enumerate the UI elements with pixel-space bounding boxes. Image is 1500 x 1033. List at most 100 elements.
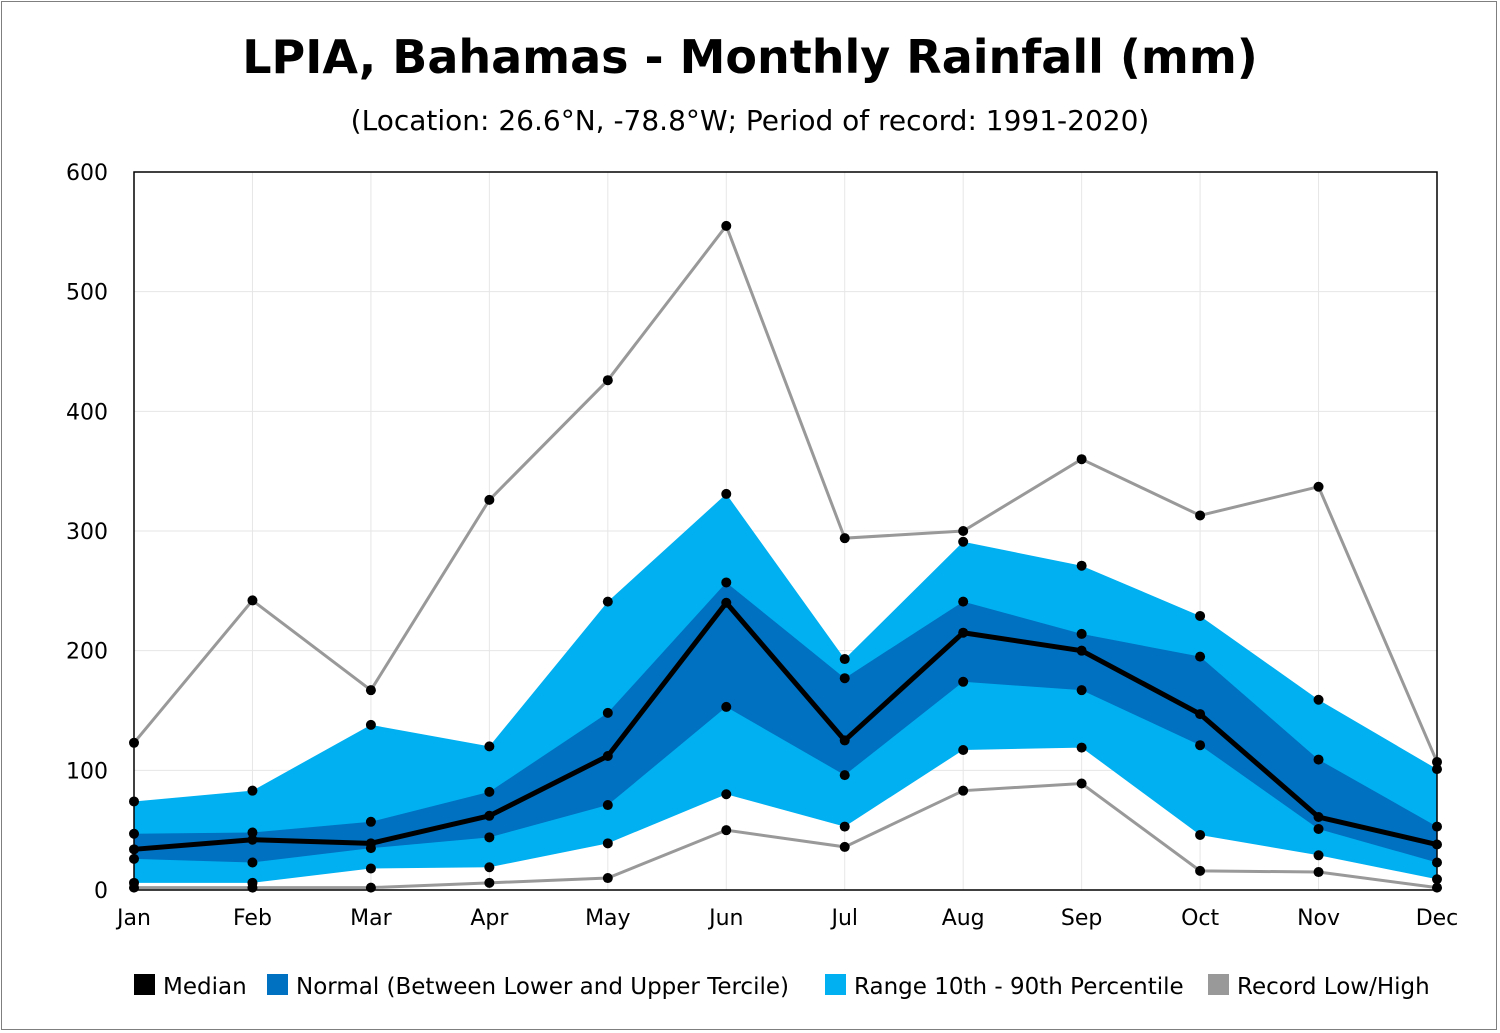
x-tick-label: Nov [1297, 906, 1340, 931]
point-median [839, 735, 850, 746]
line-median [133, 600, 1438, 852]
point-normal-low [247, 857, 258, 868]
legend-record-swatch [1208, 974, 1229, 995]
legend-median-label: Median [163, 974, 247, 1000]
point-record-low [1195, 865, 1206, 876]
point-median [602, 750, 613, 761]
point-median [958, 627, 969, 638]
x-tick-label: Dec [1416, 906, 1459, 931]
point-normal-high [365, 816, 376, 827]
point-normal-low [839, 770, 850, 781]
point-range-high [1313, 694, 1324, 705]
point-normal-high [1313, 754, 1324, 765]
legend: Median Normal (Between Lower and Upper Te… [134, 974, 1430, 1000]
y-tick-label: 300 [66, 520, 108, 545]
point-record-high [365, 685, 376, 696]
point-median [1195, 709, 1206, 720]
point-normal-high [247, 827, 258, 838]
point-median [1076, 645, 1087, 656]
legend-range-swatch [825, 974, 846, 995]
point-normal-high [602, 707, 613, 718]
point-median [247, 834, 258, 845]
point-record-low [1313, 867, 1324, 878]
data-points [129, 220, 1442, 893]
point-range-high [247, 785, 258, 796]
x-tick-label: Oct [1181, 906, 1219, 931]
point-range-high [1195, 610, 1206, 621]
chart-subtitle: (Location: 26.6°N, -78.8°W; Period of re… [350, 104, 1150, 137]
point-range-low [1076, 742, 1087, 753]
point-range-low [1313, 850, 1324, 861]
point-normal-high [721, 577, 732, 588]
point-median [484, 810, 495, 821]
band-normal-tercile [134, 582, 1437, 863]
point-record-high [1076, 454, 1087, 465]
x-tick-label: Aug [942, 906, 985, 931]
point-median [1313, 812, 1324, 823]
point-range-high [484, 741, 495, 752]
line-record-low [134, 781, 1438, 890]
point-range-low [602, 838, 613, 849]
point-range-low [365, 863, 376, 874]
series-lines [132, 222, 1439, 890]
x-tick-label: Apr [470, 906, 509, 931]
point-record-low [365, 882, 376, 893]
point-median [365, 838, 376, 849]
legend-normal-swatch [267, 974, 288, 995]
point-record-low [484, 877, 495, 888]
point-range-high [602, 596, 613, 607]
chart-title: LPIA, Bahamas - Monthly Rainfall (mm) [242, 30, 1258, 84]
point-range-low [247, 877, 258, 888]
plot-area-border [133, 171, 1438, 891]
point-normal-low [602, 800, 613, 811]
y-tick-label: 400 [66, 400, 108, 425]
point-record-high [484, 494, 495, 505]
point-normal-low [1076, 685, 1087, 696]
x-tick-label: Jan [115, 906, 151, 931]
point-normal-low [1195, 740, 1206, 751]
point-normal-low [721, 701, 732, 712]
point-normal-high [1076, 628, 1087, 639]
point-record-high [1313, 481, 1324, 492]
point-normal-high [484, 786, 495, 797]
point-record-low [602, 873, 613, 884]
y-tick-label: 500 [66, 281, 108, 306]
legend-record-label: Record Low/High [1237, 974, 1430, 1000]
point-range-high [721, 488, 732, 499]
x-tick-label: Feb [233, 906, 272, 931]
legend-range-label: Range 10th - 90th Percentile [854, 974, 1184, 1000]
y-tick-label: 0 [94, 879, 108, 904]
point-record-low [839, 841, 850, 852]
point-normal-low [1313, 823, 1324, 834]
point-record-low [721, 825, 732, 836]
point-record-high [958, 526, 969, 536]
point-record-high [721, 220, 732, 231]
x-tick-label: Mar [350, 906, 392, 931]
point-range-low [839, 821, 850, 832]
y-tick-label: 200 [66, 640, 108, 665]
y-tick-label: 100 [66, 759, 108, 784]
point-normal-high [839, 673, 850, 684]
point-range-low [958, 744, 969, 755]
point-normal-low [958, 676, 969, 687]
point-range-high [365, 719, 376, 730]
x-tick-label: Jul [829, 906, 858, 931]
point-median [721, 597, 732, 608]
point-record-high [602, 375, 613, 386]
point-range-high [839, 654, 850, 665]
y-tick-label: 600 [66, 161, 108, 186]
point-range-low [721, 789, 732, 800]
point-record-low [958, 785, 969, 796]
point-normal-low [484, 832, 495, 843]
point-range-high [958, 536, 969, 547]
x-tick-label: May [585, 906, 630, 931]
point-normal-high [958, 596, 969, 607]
point-record-high [1195, 510, 1206, 521]
legend-normal-label: Normal (Between Lower and Upper Tercile) [296, 974, 789, 1000]
axes: 0 100 200 300 400 500 600 Jan Feb Mar Apr May Jun Jul… [66, 161, 1458, 931]
point-normal-high [1195, 651, 1206, 662]
legend-median-swatch [134, 974, 155, 995]
point-record-high [839, 533, 850, 544]
point-range-low [484, 862, 495, 873]
